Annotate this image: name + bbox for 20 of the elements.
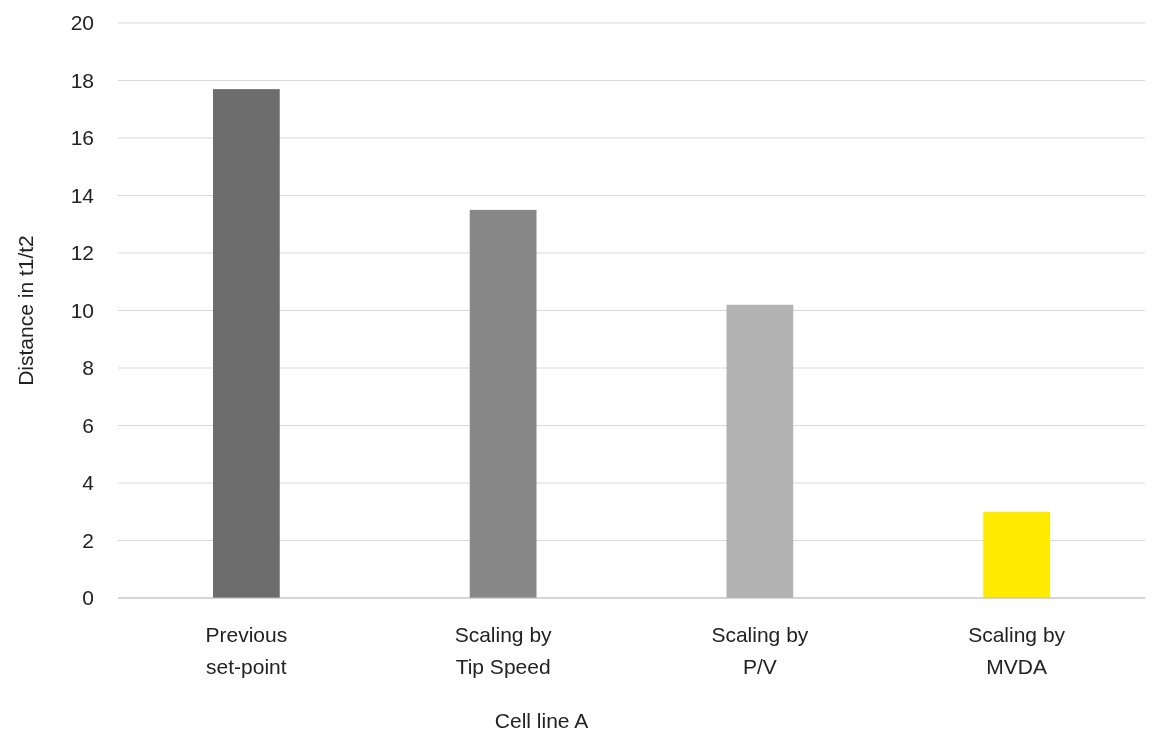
x-tick-label: Previous set-point bbox=[205, 623, 288, 678]
y-axis-title: Distance in t1/t2 bbox=[14, 235, 37, 386]
y-tick-label: 10 bbox=[70, 298, 94, 322]
y-tick-label: 0 bbox=[82, 586, 94, 610]
y-tick-label: 12 bbox=[70, 241, 94, 265]
y-tick-label: 4 bbox=[82, 471, 95, 495]
y-tick-label: 20 bbox=[70, 11, 94, 35]
x-tick-label: Scaling by MVDA bbox=[968, 623, 1066, 678]
y-tick-label: 8 bbox=[82, 356, 94, 380]
y-tick-label: 16 bbox=[70, 126, 94, 150]
x-tick-label: Scaling by Tip Speed bbox=[454, 623, 553, 678]
y-tick-label: 14 bbox=[70, 183, 95, 207]
y-tick-label: 2 bbox=[82, 528, 94, 552]
bar bbox=[213, 89, 280, 598]
x-axis-title: Cell line A bbox=[494, 709, 589, 732]
bar bbox=[469, 209, 537, 598]
bar bbox=[983, 511, 1050, 598]
x-tick-label: Scaling by P/V bbox=[711, 623, 809, 678]
y-tick-label: 6 bbox=[82, 413, 94, 437]
y-tick-label: 18 bbox=[70, 68, 94, 92]
